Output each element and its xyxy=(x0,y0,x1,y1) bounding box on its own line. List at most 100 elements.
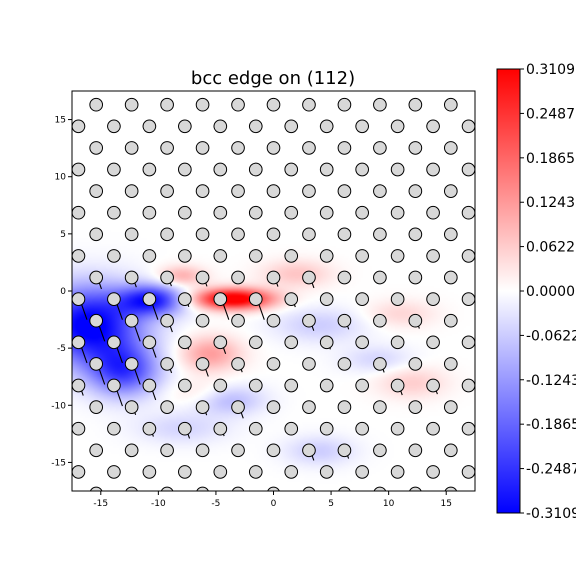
atom xyxy=(408,313,423,328)
atom xyxy=(107,465,121,479)
atom xyxy=(231,270,245,285)
chart-title: bcc edge on (112) xyxy=(191,68,355,89)
atom xyxy=(302,184,316,198)
atom xyxy=(124,443,139,458)
colorbar-tick-label: 0.2487 xyxy=(526,106,575,122)
displacement-arrow xyxy=(80,303,88,320)
atom xyxy=(302,270,316,285)
atom xyxy=(408,400,423,414)
atom xyxy=(248,162,263,177)
colorbar-gradient xyxy=(497,69,520,513)
atom xyxy=(195,443,210,458)
atom xyxy=(178,249,192,263)
atom xyxy=(72,205,86,220)
atom xyxy=(142,292,157,306)
atom xyxy=(408,97,423,112)
atom xyxy=(426,249,440,263)
atom xyxy=(302,227,316,242)
displacement-arrow xyxy=(151,389,157,401)
atom xyxy=(373,400,387,414)
atom xyxy=(284,335,299,350)
atom xyxy=(443,184,458,198)
colorbar-tick-label: 0.1865 xyxy=(526,151,575,167)
atom xyxy=(443,97,458,112)
x-tick-label: 15 xyxy=(440,499,451,509)
colorbar-tick-label: 0.0000 xyxy=(526,284,575,300)
atom xyxy=(213,292,228,306)
displacement-arrow xyxy=(64,325,70,341)
atom xyxy=(373,184,387,198)
atom xyxy=(267,486,280,491)
atom xyxy=(195,357,210,371)
colorbar-tick-label: -0.1243 xyxy=(526,373,576,389)
atom xyxy=(462,77,475,90)
displacement-arrow xyxy=(151,303,159,320)
colorbar-tick-label: -0.2487 xyxy=(526,462,576,478)
atom xyxy=(480,228,493,241)
displacement-arrow xyxy=(222,303,230,320)
atom xyxy=(337,141,352,155)
atom xyxy=(248,335,263,350)
atom xyxy=(480,314,493,327)
atom xyxy=(337,313,352,328)
atom xyxy=(195,97,210,112)
atom xyxy=(248,378,263,393)
atom xyxy=(302,141,316,155)
atom xyxy=(408,184,423,198)
atom xyxy=(302,443,316,458)
atom xyxy=(142,162,157,177)
atom xyxy=(390,205,405,220)
atom xyxy=(160,357,174,371)
atom xyxy=(426,205,440,220)
atom xyxy=(408,141,423,155)
atom xyxy=(390,249,405,263)
atom xyxy=(338,486,351,491)
atom xyxy=(266,141,281,155)
atom xyxy=(54,314,67,327)
atom xyxy=(107,335,121,350)
atom xyxy=(373,313,387,328)
atom xyxy=(284,292,299,306)
displacement-arrow xyxy=(116,346,123,364)
atom xyxy=(390,162,405,177)
atom xyxy=(54,98,67,111)
atom xyxy=(231,443,245,458)
atom xyxy=(231,141,245,155)
atom xyxy=(284,378,299,393)
displacement-arrow xyxy=(98,325,106,342)
atom xyxy=(142,335,157,350)
atom xyxy=(443,400,458,414)
atom xyxy=(319,378,334,393)
atom xyxy=(319,119,334,134)
atom xyxy=(160,227,174,242)
atom xyxy=(319,335,334,350)
atom xyxy=(426,465,440,479)
atom xyxy=(213,421,228,436)
atom xyxy=(337,184,352,198)
atom xyxy=(373,443,387,458)
atom-lattice xyxy=(54,77,493,491)
atom xyxy=(231,400,245,414)
atom xyxy=(142,378,157,393)
atom xyxy=(319,205,334,220)
atom xyxy=(178,378,192,393)
displacement-arrow xyxy=(64,368,67,378)
atom xyxy=(355,162,369,177)
y-tick-label: -5 xyxy=(57,344,66,354)
atom xyxy=(160,313,174,328)
atom xyxy=(213,162,228,177)
colorbar-tick-label: -0.3109 xyxy=(526,506,576,522)
atom xyxy=(107,205,121,220)
atom xyxy=(461,162,475,177)
atom xyxy=(72,335,86,350)
atom xyxy=(443,357,458,371)
atom xyxy=(443,227,458,242)
atom xyxy=(443,270,458,285)
atom xyxy=(248,249,263,263)
atom xyxy=(390,465,405,479)
atom xyxy=(355,421,369,436)
atom xyxy=(89,486,103,491)
x-tick-label: -15 xyxy=(93,499,108,509)
atom xyxy=(461,119,475,134)
atom xyxy=(142,465,157,479)
